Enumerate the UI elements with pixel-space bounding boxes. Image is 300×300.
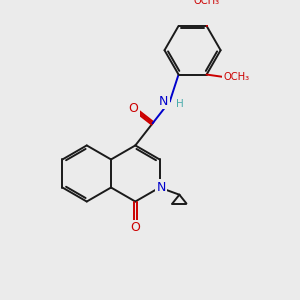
Text: OCH₃: OCH₃	[194, 0, 220, 6]
Text: OCH₃: OCH₃	[223, 72, 249, 82]
Text: O: O	[128, 102, 138, 115]
Text: O: O	[130, 221, 140, 234]
Text: N: N	[156, 181, 166, 194]
Text: H: H	[176, 99, 184, 109]
Text: N: N	[159, 95, 169, 108]
